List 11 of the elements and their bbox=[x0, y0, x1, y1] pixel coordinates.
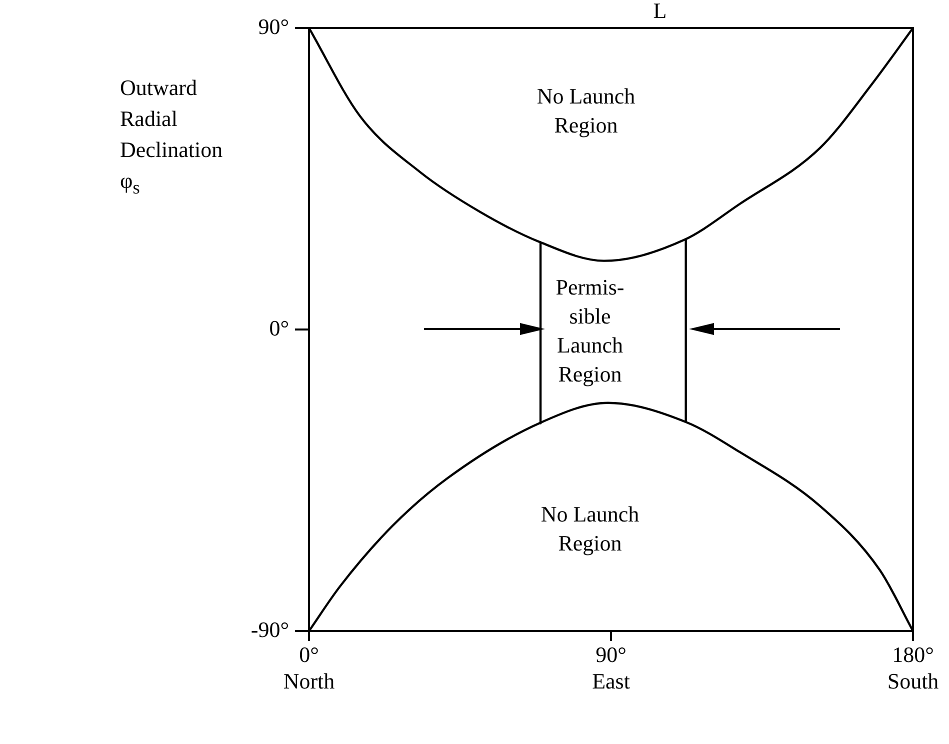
x-tick-label: 90° East bbox=[592, 642, 630, 694]
y-tick-label: 0° bbox=[269, 315, 289, 340]
y-axis-title: Outward Radial Declination φ$_{s}$ bbox=[120, 74, 223, 200]
x-tick-label: 0° North bbox=[283, 642, 335, 694]
annotation: No Launch Region bbox=[536, 83, 636, 138]
text: L bbox=[653, 0, 667, 23]
y-tick-label: 90° bbox=[258, 14, 289, 39]
annotation: Permis- sible Launch Region bbox=[556, 274, 624, 386]
y-tick-label: -90° bbox=[250, 616, 289, 642]
x-tick-label: 180° South bbox=[887, 642, 939, 694]
annotation: No Launch Region bbox=[540, 501, 640, 556]
